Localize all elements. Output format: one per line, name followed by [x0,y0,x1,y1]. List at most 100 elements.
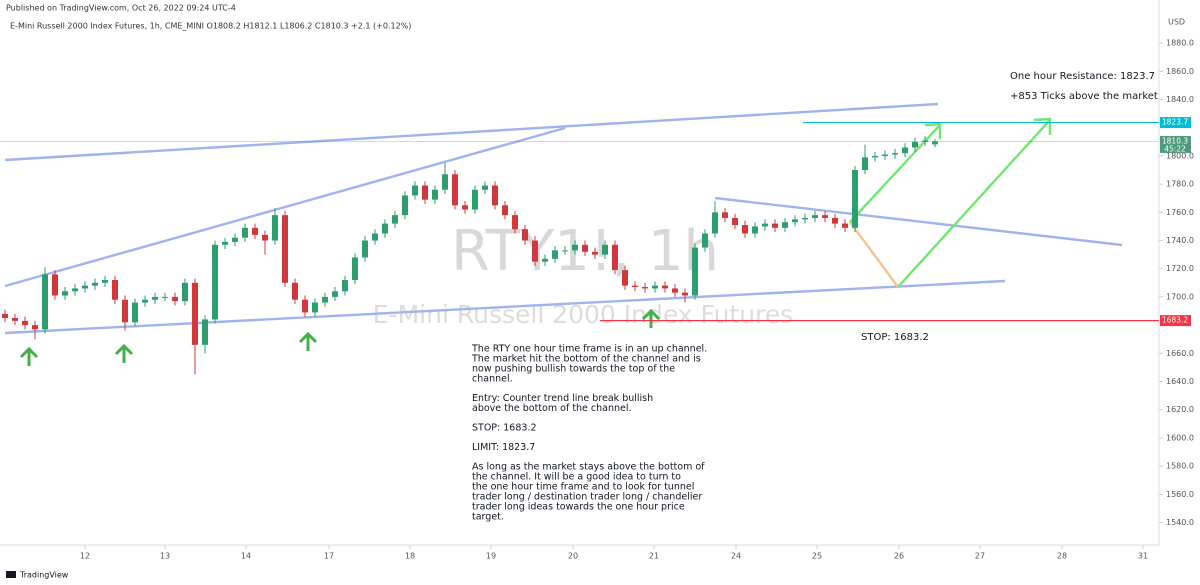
y-tick-label: 1780.0 [1166,180,1194,189]
analysis-text: now pushing bullish towards the top of t… [472,364,675,375]
candle-body [322,296,328,303]
analysis-text: the one hour time frame and to look for … [472,482,694,493]
candle-body [162,296,168,298]
published: Published on TradingView.com, Oct 26, 20… [6,4,236,13]
candle-body [522,229,528,241]
candle-body [792,219,798,223]
x-tick-label: 17 [324,552,334,561]
candle-body [562,250,568,252]
analysis-text: The RTY one hour time frame is in an up … [471,344,707,355]
y-tick-label: 1860.0 [1166,67,1194,76]
y-tick-label: 1660.0 [1166,349,1194,358]
candle-body [382,223,388,234]
candle-body [372,233,378,241]
candle-body [32,325,38,330]
candle-body [352,257,358,280]
price-label-box [1160,117,1191,129]
candle-body [852,170,858,228]
candle-body [772,223,778,228]
y-tick-label: 1740.0 [1166,236,1194,245]
candle-body [2,313,8,319]
candle-body [92,282,98,286]
analysis-text: LIMIT: 1823.7 [472,442,535,453]
channel-inner [4,126,566,288]
analysis-text: above the bottom of the channel. [472,403,632,414]
x-tick-label: 21 [649,552,659,561]
x-tick-label: 14 [241,552,251,561]
candle-body [892,153,898,155]
analysis-text: target. [472,512,504,523]
ticks-note: +853 Ticks above the market [1010,91,1158,102]
y-tick-label: 1620.0 [1166,405,1194,414]
y-tick-label: 1880.0 [1166,39,1194,48]
candle-body [62,291,68,296]
candle-body [712,212,718,234]
candle-body [292,282,298,300]
candle-body [142,299,148,303]
symbol-line: E-Mini Russell 2000 Index Futures, 1h, C… [10,22,411,31]
up-arrow [19,346,39,366]
y-tick-label: 1560.0 [1166,490,1194,499]
candle-body [742,225,748,234]
stop-note: STOP: 1683.2 [861,332,929,343]
analysis-text: STOP: 1683.2 [472,423,537,434]
candle-body [722,212,728,218]
candle-body [822,215,828,218]
candle-body [282,215,288,283]
candle-body [272,215,278,241]
candle-body [52,274,58,296]
up-arrow [114,343,134,363]
candle-body [682,292,688,296]
candle-body [922,140,928,142]
price-label: 1810.3 [1162,136,1188,145]
candle-body [502,205,508,216]
up-arrow [641,308,661,328]
countdown: 45:22 [1164,144,1186,153]
candle-body [462,205,468,210]
target-arrow [849,124,941,223]
candle-body [202,319,208,345]
candle-body [592,251,598,255]
candle-body [42,274,48,330]
candle-body [542,258,548,262]
candle-body [12,318,18,321]
candle-body [302,299,308,313]
price-label-box [1160,135,1191,153]
price-label: 1823.7 [1162,118,1188,127]
analysis-text: The market hit the bottom of the channel… [471,354,701,365]
candle-body [392,215,398,224]
candle-body [72,288,78,292]
candle-body [512,215,518,230]
up-arrow [298,331,318,351]
channel-bottom [4,279,1006,335]
x-tick-label: 18 [405,552,415,561]
candle-body [362,240,368,258]
candle-body [672,288,678,293]
counter-trend-line [714,196,1123,247]
candle-body [662,285,668,289]
y-tick-label: 1840.0 [1166,95,1194,104]
candle-body [812,215,818,218]
analysis-text: the channel. It will be a good idea to t… [472,472,681,483]
candle-body [702,233,708,248]
x-tick-label: 25 [812,552,822,561]
candle-body [212,244,218,320]
y-tick-label: 1580.0 [1166,462,1194,471]
candle-body [472,189,478,210]
x-tick-label: 27 [975,552,985,561]
candle-body [432,189,438,200]
candle-body [122,299,128,323]
y-tick-label: 1800.0 [1166,151,1194,160]
candle-body [762,223,768,227]
candle-body [572,244,578,251]
x-tick-label: 26 [894,552,904,561]
candle-body [172,296,178,302]
candle-body [442,174,448,190]
candle-body [192,282,198,345]
candle-body [242,227,248,238]
analysis-text: As long as the market stays above the bo… [472,462,705,473]
y-tick-label: 1720.0 [1166,264,1194,273]
analysis-text: channel. [472,374,513,385]
watermark-subtitle: E-Mini Russell 2000 Index Futures [373,300,793,329]
